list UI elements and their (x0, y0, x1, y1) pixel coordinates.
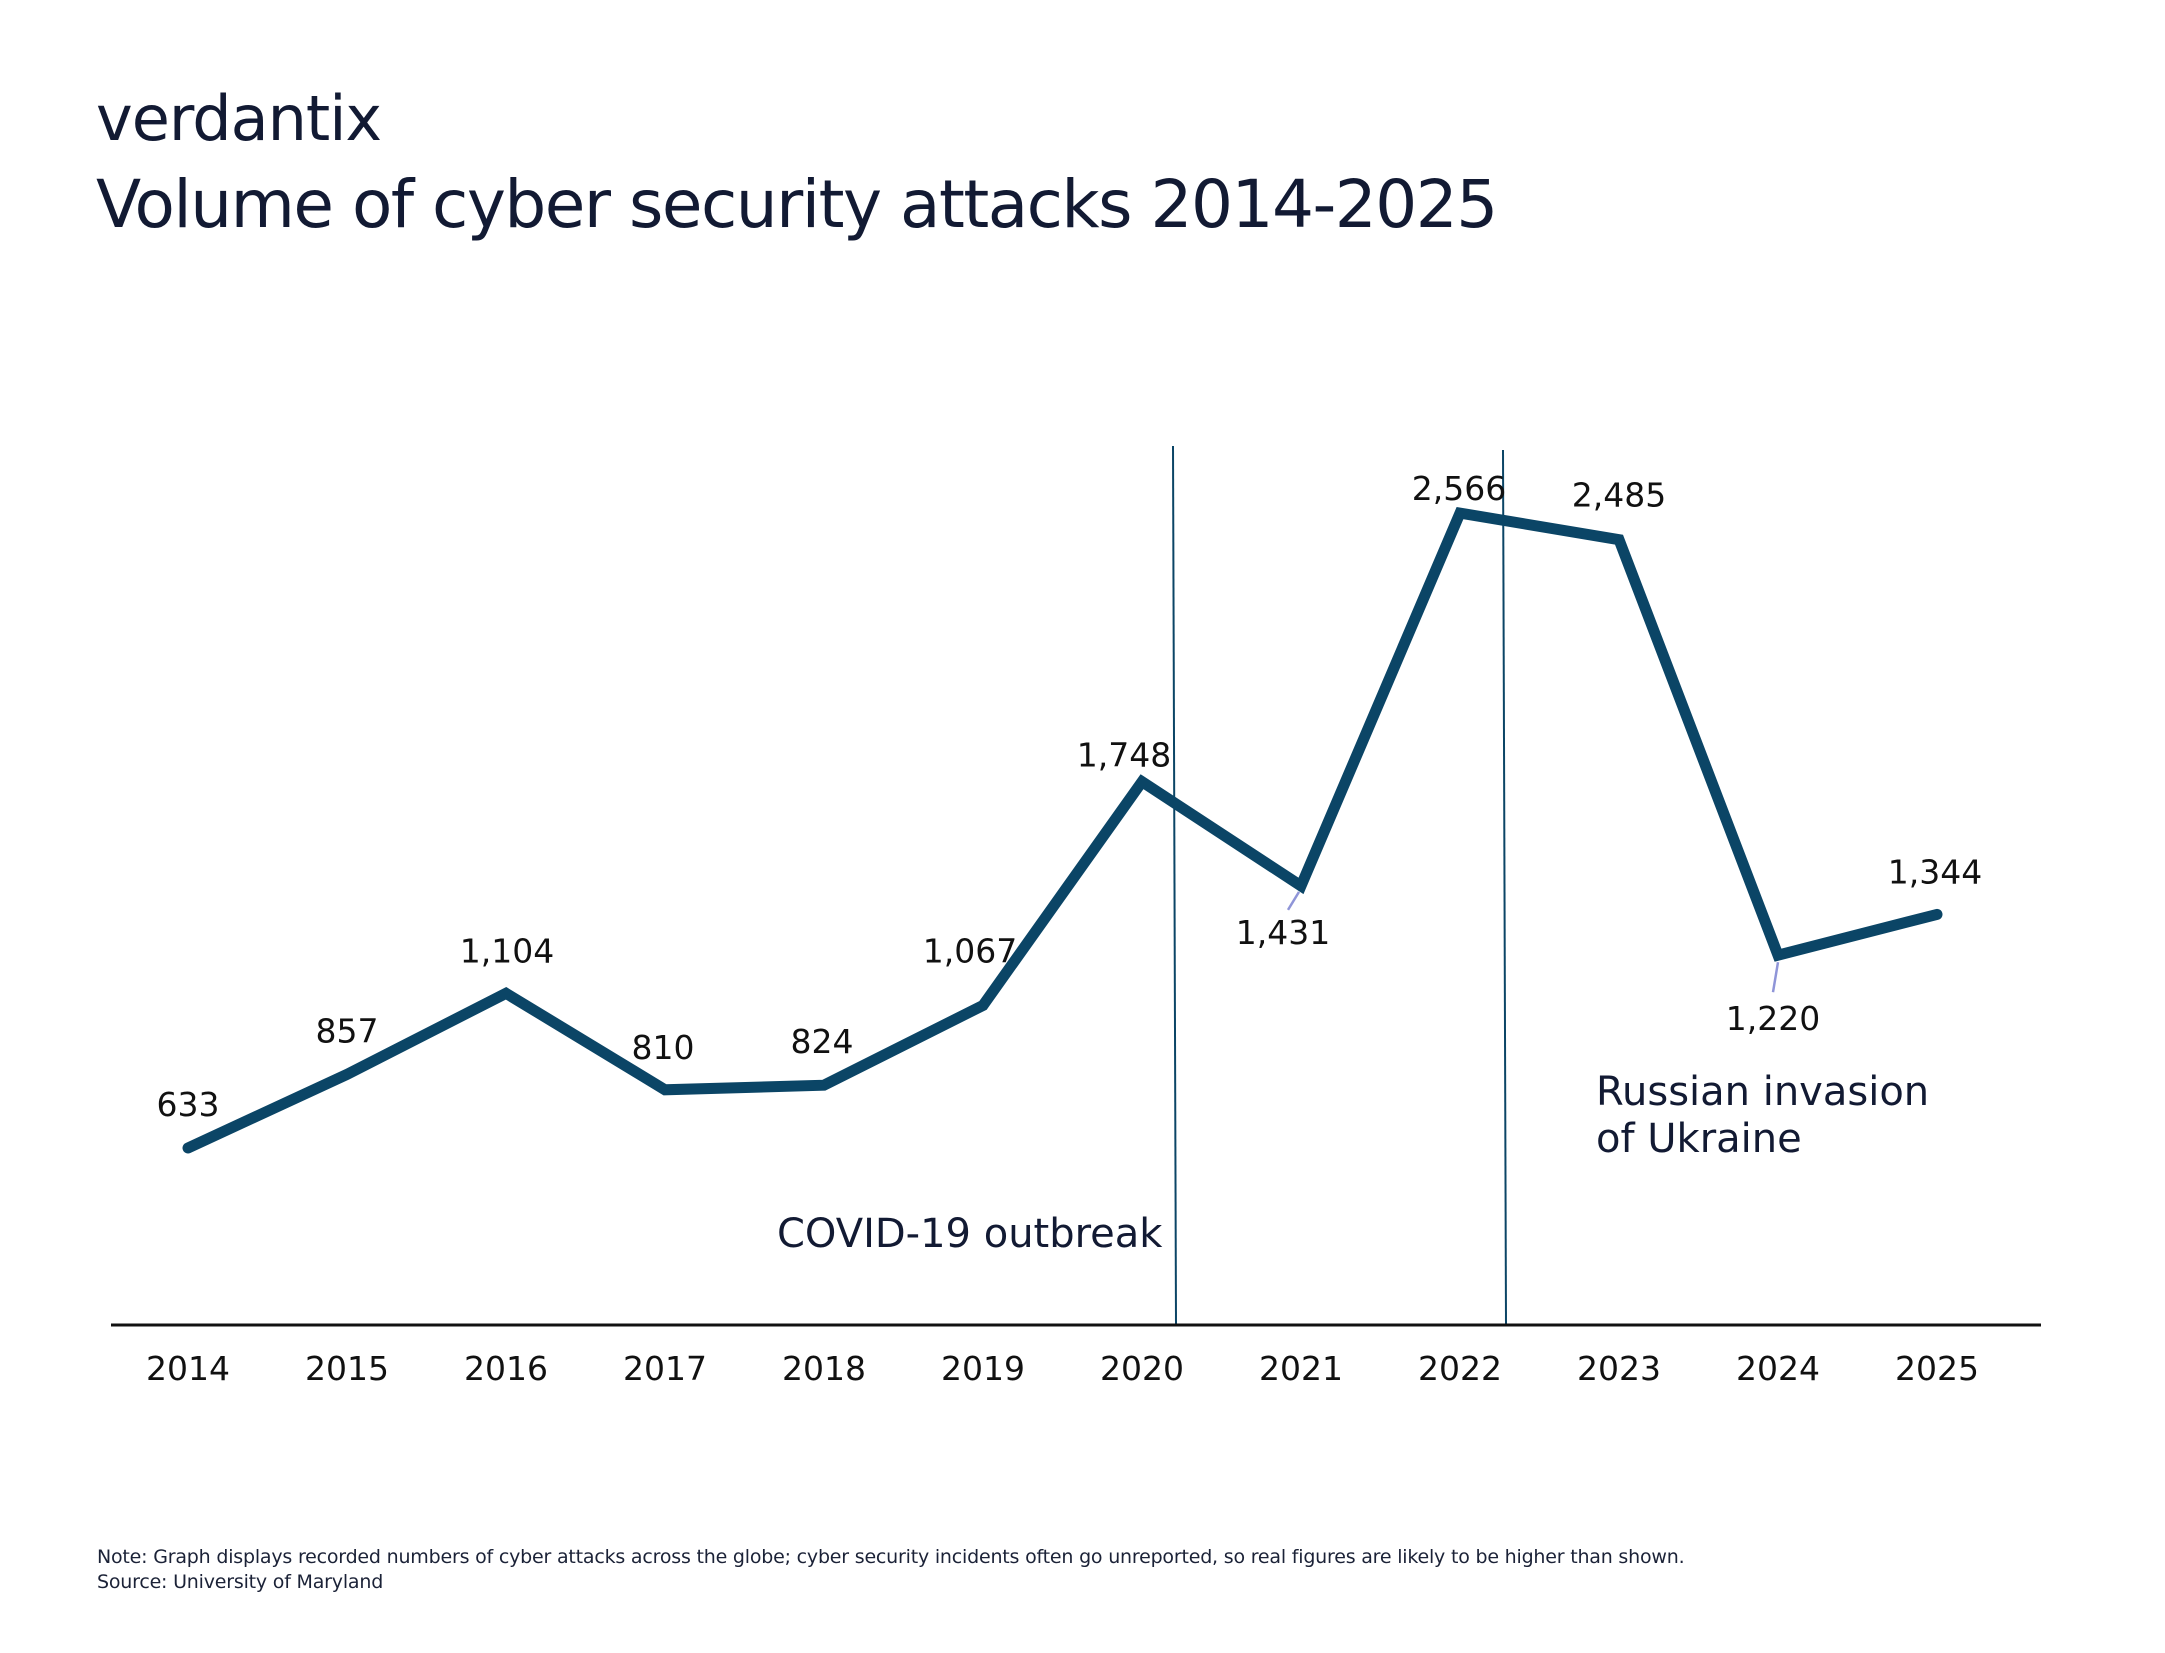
x-tick-label: 2014 (146, 1349, 230, 1388)
x-tick-label: 2017 (623, 1349, 707, 1388)
event-annotations: COVID-19 outbreak Russian invasion of Ukra… (777, 445, 1929, 1326)
x-tick-label: 2024 (1736, 1349, 1820, 1388)
data-label: 810 (632, 1028, 695, 1067)
label-leader-line (1286, 891, 1301, 911)
x-axis: 2014 2015 2016 2017 2018 2019 2020 2021 2022 2023… (111, 1323, 2041, 1388)
data-label: 2,566 (1412, 469, 1506, 508)
chart-title: Volume of cyber security attacks 2014-20… (96, 166, 1498, 243)
data-label: 824 (791, 1022, 854, 1061)
event-label: COVID-19 outbreak (777, 1211, 1163, 1257)
label-leaders (1286, 891, 1780, 993)
x-tick-label: 2020 (1100, 1349, 1184, 1388)
data-label: 1,067 (923, 931, 1017, 970)
x-tick-label: 2019 (941, 1349, 1025, 1388)
footer-source: Source: University of Maryland (97, 1571, 384, 1593)
data-label: 1,344 (1888, 852, 1982, 891)
x-tick-label: 2021 (1259, 1349, 1343, 1388)
x-tick-label: 2015 (305, 1349, 389, 1388)
label-leader-line (1771, 961, 1780, 993)
data-label: 2,485 (1572, 476, 1666, 515)
event-label-line: of Ukraine (1596, 1116, 1802, 1162)
footer-notes: Note: Graph displays recorded numbers of… (97, 1545, 1685, 1595)
series-line-path (182, 506, 1943, 1154)
data-label: 857 (316, 1011, 379, 1050)
event-line (1172, 445, 1177, 1326)
event-label-line: COVID-19 outbreak (777, 1211, 1163, 1257)
data-label: 1,220 (1726, 999, 1820, 1038)
x-tick-label: 2018 (782, 1349, 866, 1388)
event-label: Russian invasion of Ukraine (1596, 1069, 1929, 1162)
x-tick-label: 2016 (464, 1349, 548, 1388)
data-label: 1,104 (460, 931, 554, 970)
event-label-line: Russian invasion (1596, 1069, 1929, 1115)
footer-note: Note: Graph displays recorded numbers of… (97, 1546, 1685, 1568)
x-tick-label: 2023 (1577, 1349, 1661, 1388)
data-labels: 633 857 1,104 810 824 1,067 1,748 1,431 2,566 2,4… (157, 469, 1983, 1124)
x-tick-label: 2022 (1418, 1349, 1502, 1388)
event-line (1502, 449, 1507, 1326)
series-line (182, 506, 1943, 1154)
data-label: 1,431 (1236, 913, 1330, 952)
data-label: 1,748 (1077, 736, 1171, 775)
verdantix-logo: verdantix (96, 82, 382, 155)
data-label: 633 (157, 1085, 220, 1124)
x-tick-label: 2025 (1895, 1349, 1979, 1388)
